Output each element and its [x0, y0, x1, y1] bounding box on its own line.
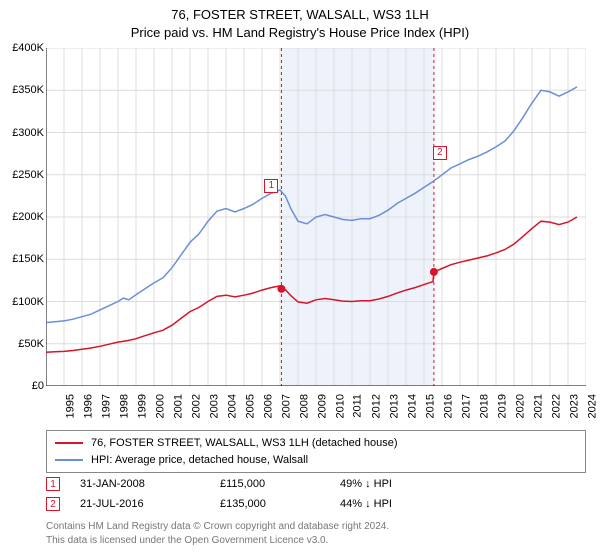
x-tick-label: 2000 — [154, 394, 166, 418]
y-tick-label: £400K — [2, 42, 44, 54]
x-tick-label: 2010 — [334, 394, 346, 418]
x-tick-label: 2024 — [586, 394, 598, 418]
x-tick-label: 2020 — [514, 394, 526, 418]
title-subtitle: Price paid vs. HM Land Registry's House … — [0, 24, 600, 42]
title-address: 76, FOSTER STREET, WALSALL, WS3 1LH — [0, 6, 600, 24]
x-tick-label: 1995 — [64, 394, 76, 418]
sale-row-date: 21-JUL-2016 — [80, 498, 220, 510]
title-block: 76, FOSTER STREET, WALSALL, WS3 1LH Pric… — [0, 0, 600, 41]
chart-svg — [46, 48, 586, 386]
y-tick-label: £0 — [2, 380, 44, 392]
x-tick-label: 1997 — [100, 394, 112, 418]
x-tick-label: 2005 — [244, 394, 256, 418]
sale-row-marker: 1 — [46, 477, 60, 491]
x-tick-label: 2017 — [460, 394, 472, 418]
y-tick-label: £300K — [2, 127, 44, 139]
x-tick-label: 2011 — [352, 394, 364, 418]
x-tick-label: 1996 — [82, 394, 94, 418]
x-tick-label: 2004 — [226, 394, 238, 418]
legend-swatch — [55, 442, 83, 444]
sale-marker-label: 2 — [433, 146, 447, 160]
sale-row-price: £135,000 — [220, 498, 340, 510]
x-tick-label: 2012 — [370, 394, 382, 418]
chart-area — [46, 48, 586, 386]
sale-marker-label: 1 — [264, 179, 278, 193]
sale-row: 1 31-JAN-2008£115,00049% ↓ HPI — [46, 474, 586, 494]
legend-swatch — [55, 459, 83, 461]
legend: 76, FOSTER STREET, WALSALL, WS3 1LH (det… — [46, 430, 586, 473]
legend-row: 76, FOSTER STREET, WALSALL, WS3 1LH (det… — [55, 435, 577, 452]
footer-license: This data is licensed under the Open Gov… — [46, 534, 586, 548]
sale-row-marker: 2 — [46, 497, 60, 511]
x-tick-label: 2021 — [532, 394, 544, 418]
sales-table: 1 31-JAN-2008£115,00049% ↓ HPI 2 21-JUL-201… — [46, 474, 586, 514]
x-tick-label: 2001 — [172, 394, 184, 418]
y-tick-label: £350K — [2, 84, 44, 96]
legend-text: 76, FOSTER STREET, WALSALL, WS3 1LH (det… — [91, 435, 398, 452]
y-tick-label: £100K — [2, 296, 44, 308]
sale-row-price: £115,000 — [220, 478, 340, 490]
y-tick-label: £50K — [2, 338, 44, 350]
sale-row-hpi: 49% ↓ HPI — [340, 478, 586, 490]
x-tick-label: 2006 — [262, 394, 274, 418]
x-tick-label: 2002 — [190, 394, 202, 418]
x-tick-label: 2015 — [424, 394, 436, 418]
x-tick-label: 2022 — [550, 394, 562, 418]
x-tick-label: 2016 — [442, 394, 454, 418]
x-tick-label: 2019 — [496, 394, 508, 418]
footer: Contains HM Land Registry data © Crown c… — [46, 520, 586, 547]
x-tick-label: 2023 — [568, 394, 580, 418]
sale-row-hpi: 44% ↓ HPI — [340, 498, 586, 510]
x-tick-label: 2014 — [406, 394, 418, 418]
y-tick-label: £200K — [2, 211, 44, 223]
x-tick-label: 1999 — [136, 394, 148, 418]
x-tick-label: 2013 — [388, 394, 400, 418]
x-tick-label: 1998 — [118, 394, 130, 418]
footer-copyright: Contains HM Land Registry data © Crown c… — [46, 520, 586, 534]
sale-row: 2 21-JUL-2016£135,00044% ↓ HPI — [46, 494, 586, 514]
y-tick-label: £150K — [2, 253, 44, 265]
x-tick-label: 2007 — [280, 394, 292, 418]
x-tick-label: 2003 — [208, 394, 220, 418]
y-tick-label: £250K — [2, 169, 44, 181]
x-tick-label: 2018 — [478, 394, 490, 418]
x-tick-label: 2009 — [316, 394, 328, 418]
sale-row-date: 31-JAN-2008 — [80, 478, 220, 490]
legend-row: HPI: Average price, detached house, Wals… — [55, 452, 577, 469]
legend-text: HPI: Average price, detached house, Wals… — [91, 452, 308, 469]
x-tick-label: 2008 — [298, 394, 310, 418]
chart-container: 76, FOSTER STREET, WALSALL, WS3 1LH Pric… — [0, 0, 600, 560]
